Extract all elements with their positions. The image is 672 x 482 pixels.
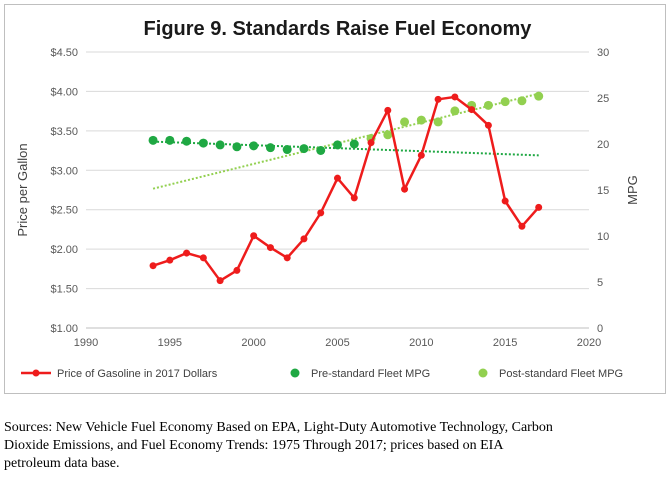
pre-standard-point [299, 144, 309, 154]
pre-standard-point [165, 135, 175, 145]
gasoline-price-point [334, 174, 341, 182]
y-axis-title: Price per Gallon [15, 143, 30, 236]
y-tick-label: $4.00 [50, 86, 78, 98]
x-tick-label: 2010 [409, 337, 433, 349]
post-standard-point [483, 100, 493, 110]
y2-tick-label: 20 [597, 139, 609, 151]
gasoline-price-point [216, 277, 224, 285]
chart-title: Figure 9. Standards Raise Fuel Economy [144, 18, 533, 40]
y2-tick-label: 10 [597, 231, 609, 243]
gasoline-price-point [468, 106, 476, 114]
pre-standard-point [265, 143, 275, 153]
pre-standard-point [282, 145, 292, 155]
y-tick-label: $3.50 [50, 126, 78, 138]
y2-tick-label: 30 [597, 47, 609, 59]
y2-axis-title: MPG [625, 175, 640, 205]
gasoline-price-point [199, 254, 207, 262]
pre-standard-trendline [153, 140, 539, 157]
gasoline-price-point [484, 121, 492, 129]
chart-svg: Figure 9. Standards Raise Fuel Economy $1… [15, 18, 640, 380]
y2-tick-label: 5 [597, 277, 603, 289]
chart-frame: Figure 9. Standards Raise Fuel Economy $1… [4, 4, 666, 394]
gasoline-price-point [149, 262, 157, 270]
pre-standard-point [148, 135, 158, 145]
y-tick-label: $3.00 [50, 165, 78, 177]
post-standard-point [416, 115, 426, 125]
gasoline-price-point [367, 139, 375, 147]
post-standard-point [433, 117, 443, 127]
source-line-3: petroleum data base. [4, 456, 120, 471]
pre-standard-point [249, 141, 259, 151]
gasoline-price-point [434, 95, 442, 103]
legend-pre-standard-label: Pre-standard Fleet MPG [311, 368, 430, 380]
y-tick-label: $4.50 [50, 47, 78, 59]
x-tick-label: 2020 [577, 337, 601, 349]
legend-gasoline-swatch-marker [32, 369, 40, 377]
pre-standard-point [349, 139, 359, 149]
gasoline-price-point [183, 249, 191, 257]
post-standard-point [517, 96, 527, 106]
gasoline-price-point [518, 222, 526, 230]
pre-standard-point [316, 145, 326, 155]
source-note: Sources: New Vehicle Fuel Economy Based … [4, 419, 668, 473]
gasoline-price-point [417, 151, 425, 159]
post-standard-point [450, 106, 460, 116]
gasoline-price-point [283, 254, 291, 262]
post-standard-trendline [152, 92, 539, 190]
gasoline-price-line [152, 95, 540, 282]
gasoline-price-point [451, 93, 459, 101]
post-standard-point [534, 91, 544, 101]
post-standard-point [383, 130, 393, 140]
pre-standard-point [198, 138, 208, 148]
pre-standard-point [182, 136, 192, 146]
x-tick-label: 1990 [74, 337, 98, 349]
gasoline-price-point [250, 232, 258, 240]
x-tick-label: 2000 [241, 337, 265, 349]
y-tick-label: $1.50 [50, 284, 78, 296]
legend-pre-standard-swatch [290, 368, 300, 378]
y-tick-label: $2.00 [50, 244, 78, 256]
x-tick-label: 2005 [325, 337, 349, 349]
gasoline-price-point [384, 106, 392, 114]
legend-post-standard-swatch [478, 368, 488, 378]
gasoline-price-point [300, 235, 308, 243]
y2-tick-label: 15 [597, 185, 609, 197]
pre-standard-point [215, 140, 225, 150]
x-tick-label: 2015 [493, 337, 517, 349]
gasoline-price-point [266, 244, 274, 252]
gasoline-price-point [501, 197, 509, 205]
gasoline-price-point [233, 266, 241, 274]
legend-post-standard-label: Post-standard Fleet MPG [499, 368, 623, 380]
gasoline-price-point [317, 209, 325, 217]
y-tick-label: $1.00 [50, 323, 78, 335]
x-tick-label: 1995 [158, 337, 182, 349]
gasoline-price-point [401, 185, 409, 193]
legend-gasoline-label: Price of Gasoline in 2017 Dollars [57, 368, 218, 380]
post-standard-point [400, 117, 410, 127]
source-line-2: Dioxide Emissions, and Fuel Economy Tren… [4, 438, 504, 453]
y-tick-label: $2.50 [50, 205, 78, 217]
y2-tick-label: 0 [597, 323, 603, 335]
gasoline-price-point [350, 194, 358, 202]
source-line-1: Sources: New Vehicle Fuel Economy Based … [4, 420, 553, 435]
pre-standard-point [232, 142, 242, 152]
gasoline-price-point [535, 203, 543, 211]
gasoline-price-point [166, 256, 174, 264]
post-standard-point [500, 97, 510, 107]
y2-tick-label: 25 [597, 93, 609, 105]
pre-standard-point [333, 140, 342, 150]
